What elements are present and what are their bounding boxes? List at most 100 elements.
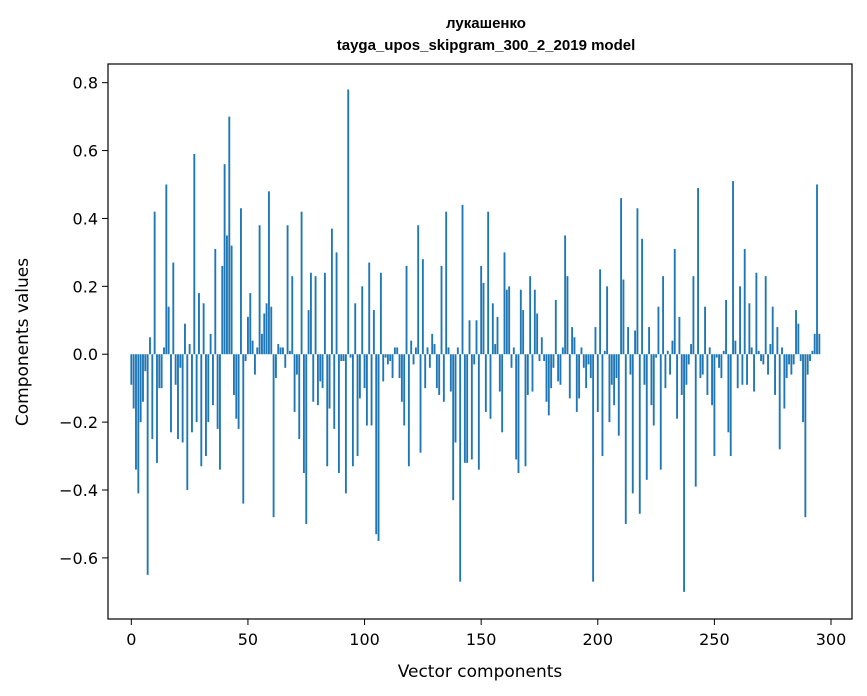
bar-146: [470, 354, 473, 460]
bar-201: [599, 269, 602, 355]
bar-153: [487, 211, 490, 355]
bar-284: [792, 354, 795, 365]
bar-213: [627, 327, 630, 355]
bar-191: [575, 354, 578, 412]
bar-243: [697, 187, 700, 355]
bar-27: [193, 153, 196, 355]
y-tick-label: 0.4: [73, 209, 98, 228]
bar-209: [617, 354, 620, 436]
bar-205: [608, 354, 611, 423]
bar-104: [372, 310, 375, 355]
bar-115: [398, 354, 401, 378]
bar-274: [769, 344, 772, 355]
bar-269: [757, 350, 760, 355]
bar-265: [748, 303, 751, 355]
bar-2: [135, 354, 137, 470]
bar-242: [694, 354, 697, 487]
bar-45: [235, 354, 238, 419]
plot-frame: [107, 63, 853, 620]
bar-22: [181, 354, 184, 443]
bar-149: [477, 354, 480, 470]
bar-188: [568, 354, 571, 399]
bar-48: [242, 354, 245, 504]
bar-244: [699, 354, 702, 378]
bar-47: [240, 208, 242, 355]
bar-78: [312, 354, 315, 402]
bar-123: [417, 225, 420, 355]
x-axis-ticks: 0 50 100 150 200 250 300: [126, 619, 846, 649]
bar-25: [188, 344, 191, 355]
bar-251: [715, 354, 718, 358]
bar-61: [272, 354, 275, 518]
bar-262: [741, 354, 744, 385]
chart-subtitle: tayga_upos_skipgram_300_2_2019 model: [337, 37, 636, 54]
bar-12: [158, 354, 161, 389]
bar-282: [788, 354, 790, 365]
bar-260: [736, 354, 739, 389]
bar-107: [379, 272, 382, 355]
bar-193: [580, 347, 583, 355]
bar-20: [177, 354, 179, 440]
bar-99: [361, 286, 364, 355]
bar-34: [209, 333, 212, 355]
bar-39: [221, 265, 224, 355]
bar-218: [638, 354, 641, 514]
bar-283: [790, 354, 793, 375]
bar-121: [412, 354, 415, 365]
bar-206: [610, 354, 613, 385]
bar-30: [200, 354, 203, 467]
x-tick-label: 200: [583, 630, 614, 649]
bar-3: [137, 354, 140, 494]
bar-136: [447, 347, 450, 355]
bar-249: [711, 354, 713, 406]
bar-293: [813, 333, 816, 355]
bar-200: [596, 354, 599, 412]
x-axis-label: Vector components: [398, 662, 563, 682]
bar-92: [344, 354, 347, 494]
bar-101: [365, 354, 368, 426]
bar-127: [426, 347, 429, 355]
bar-94: [349, 354, 352, 358]
bar-51: [249, 293, 252, 355]
bar-248: [708, 347, 711, 355]
bar-268: [755, 272, 758, 355]
bar-160: [503, 252, 506, 355]
y-tick-label: −0.6: [59, 549, 98, 568]
bar-122: [414, 347, 417, 355]
bar-184: [559, 354, 562, 385]
bar-40: [223, 164, 226, 355]
bar-0: [130, 354, 133, 385]
bar-26: [191, 354, 193, 433]
bar-29: [198, 293, 200, 355]
bar-144: [466, 354, 469, 463]
bar-75: [305, 354, 308, 524]
bar-69: [291, 276, 294, 355]
bar-194: [582, 354, 585, 368]
bar-187: [566, 276, 569, 355]
bar-58: [265, 303, 268, 355]
bar-287: [799, 354, 802, 362]
bar-232: [671, 340, 674, 355]
bar-189: [571, 327, 574, 355]
bar-257: [729, 354, 732, 457]
bar-277: [776, 327, 779, 355]
bar-4: [139, 354, 142, 423]
bar-108: [382, 354, 385, 382]
bar-182: [554, 299, 557, 355]
bar-56: [261, 333, 263, 355]
bar-199: [594, 327, 597, 355]
bar-65: [281, 347, 284, 355]
bar-216: [634, 330, 637, 355]
bar-66: [284, 354, 287, 368]
bar-86: [330, 228, 333, 355]
bar-234: [676, 354, 679, 419]
bar-6: [144, 354, 147, 372]
bar-210: [620, 198, 623, 355]
bar-185: [561, 347, 564, 355]
bar-237: [683, 354, 686, 592]
bar-128: [428, 354, 431, 368]
bar-167: [519, 289, 522, 355]
bar-88: [335, 252, 338, 355]
bar-139: [454, 354, 457, 443]
bar-290: [806, 354, 809, 375]
